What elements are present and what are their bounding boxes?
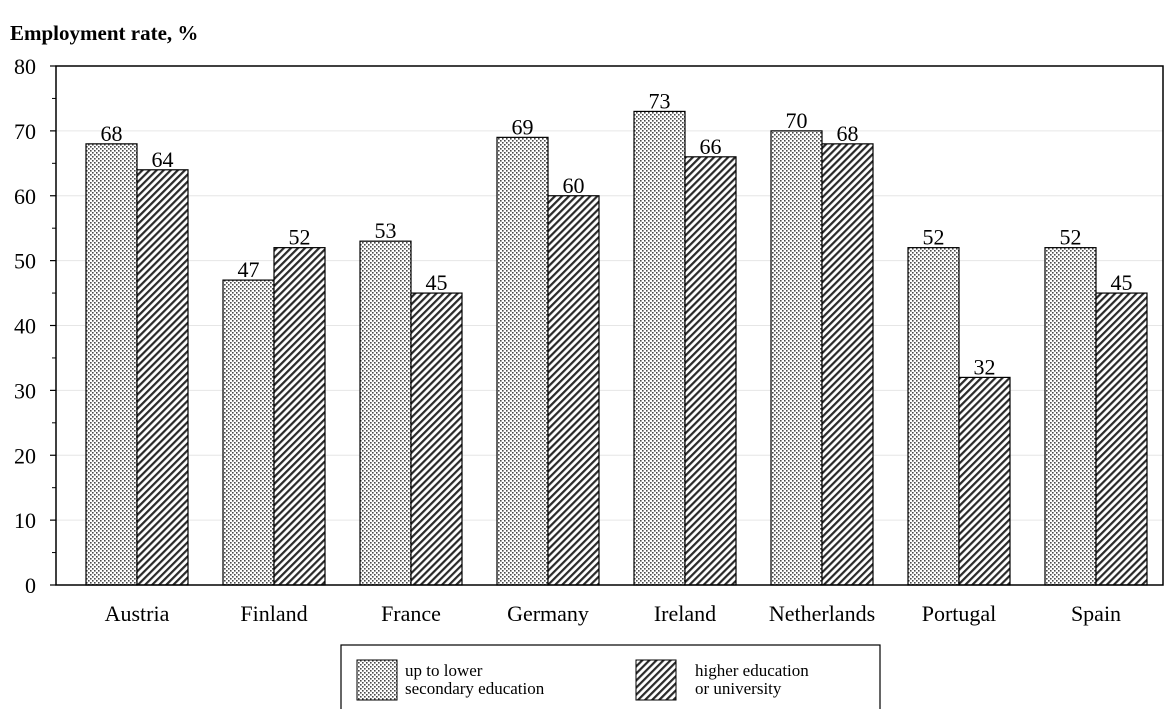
data-label: 47 <box>238 257 260 282</box>
data-label: 45 <box>426 270 448 295</box>
bar-lower-secondary <box>496 136 549 586</box>
data-label: 60 <box>563 173 585 198</box>
y-tick-label: 50 <box>14 249 36 274</box>
data-label: 52 <box>923 225 945 250</box>
bar-higher-education <box>684 156 737 586</box>
data-label: 32 <box>974 354 996 379</box>
y-tick-label: 80 <box>14 54 36 79</box>
data-label: 53 <box>375 218 397 243</box>
x-tick-label: Netherlands <box>769 601 875 626</box>
data-label: 45 <box>1111 270 1133 295</box>
bar-higher-education <box>273 247 326 586</box>
bars <box>85 110 1148 586</box>
y-tick-label: 70 <box>14 119 36 144</box>
data-label: 52 <box>1060 225 1082 250</box>
data-label: 73 <box>649 88 671 113</box>
x-tick-label: Finland <box>240 601 307 626</box>
y-tick-label: 20 <box>14 443 36 468</box>
bar-lower-secondary <box>633 110 686 586</box>
data-label: 66 <box>700 134 722 159</box>
bar-higher-education <box>1095 292 1148 586</box>
bar-lower-secondary <box>907 247 960 586</box>
bar-lower-secondary <box>1044 247 1097 586</box>
bar-lower-secondary <box>770 130 823 586</box>
bar-higher-education <box>547 195 600 586</box>
data-label: 68 <box>101 121 123 146</box>
legend-swatch <box>356 659 398 701</box>
y-tick-label: 40 <box>14 314 36 339</box>
bar-higher-education <box>410 292 463 586</box>
bar-higher-education <box>958 376 1011 586</box>
legend: up to lower secondary education higher edu… <box>340 644 881 709</box>
y-tick-label: 60 <box>14 184 36 209</box>
data-label: 70 <box>786 108 808 133</box>
plot-frame <box>55 65 1164 586</box>
y-tick-label: 30 <box>14 378 36 403</box>
bar-lower-secondary <box>85 143 138 586</box>
y-tick-label: 10 <box>14 508 36 533</box>
bar-lower-secondary <box>359 240 412 586</box>
data-label: 69 <box>512 114 534 139</box>
legend-label: up to lower secondary education <box>405 661 545 698</box>
x-tick-label: Austria <box>105 601 170 626</box>
data-label: 64 <box>152 147 174 172</box>
legend-label: higher education or university <box>695 661 809 698</box>
x-tick-label: Spain <box>1071 601 1121 626</box>
axes: 0 10 20 30 40 50 60 70 80 Austria Finland France Ger… <box>14 54 1164 626</box>
y-axis-title: Employment rate, % <box>10 21 198 45</box>
data-label: 68 <box>837 121 859 146</box>
x-tick-label: Germany <box>507 601 589 626</box>
x-tick-label: France <box>381 601 441 626</box>
bar-higher-education <box>821 143 874 586</box>
data-label: 52 <box>289 225 311 250</box>
bar-higher-education <box>136 169 189 586</box>
legend-swatch <box>635 659 677 701</box>
y-tick-label: 0 <box>25 573 36 598</box>
bar-lower-secondary <box>222 279 275 586</box>
x-tick-label: Ireland <box>654 601 716 626</box>
legend-box <box>340 644 881 709</box>
x-tick-label: Portugal <box>922 601 997 626</box>
value-labels: 68 64 47 52 53 45 69 60 73 66 70 68 52 32 52 45 <box>101 88 1133 379</box>
